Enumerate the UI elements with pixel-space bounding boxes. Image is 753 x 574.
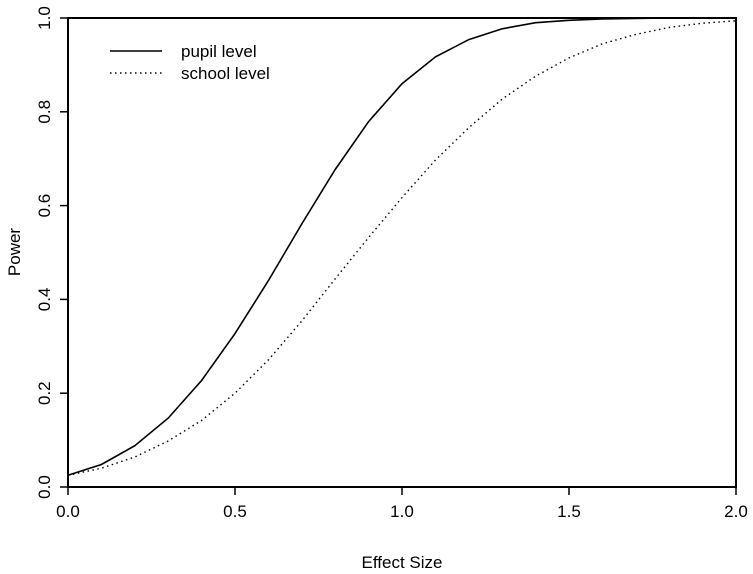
y-tick-label: 0.4: [35, 288, 54, 312]
x-axis-title: Effect Size: [362, 553, 443, 572]
legend: pupil level school level: [110, 42, 270, 83]
legend-label: pupil level: [181, 42, 257, 61]
y-tick-label: 1.0: [35, 6, 54, 30]
plot-frame: [67, 17, 737, 488]
y-axis-title: Power: [5, 228, 24, 277]
series-line-school-level: [67, 20, 737, 476]
y-axis: 0.0 0.2 0.4 0.6 0.8 1.0: [35, 6, 68, 499]
series-line-pupil-level: [67, 17, 736, 477]
x-tick-label: 0.5: [223, 502, 247, 521]
legend-label: school level: [181, 64, 270, 83]
y-tick-label: 0.2: [35, 381, 54, 405]
y-tick-label: 0.6: [35, 194, 54, 218]
series-layer: [67, 17, 737, 477]
x-tick-label: 1.5: [557, 502, 581, 521]
x-tick-label: 2.0: [724, 502, 748, 521]
x-tick-label: 0.0: [56, 502, 80, 521]
y-tick-label: 0.8: [35, 100, 54, 124]
y-tick-label: 0.0: [35, 475, 54, 499]
x-axis: 0.0 0.5 1.0 1.5 2.0: [56, 487, 748, 521]
x-tick-label: 1.0: [390, 502, 414, 521]
